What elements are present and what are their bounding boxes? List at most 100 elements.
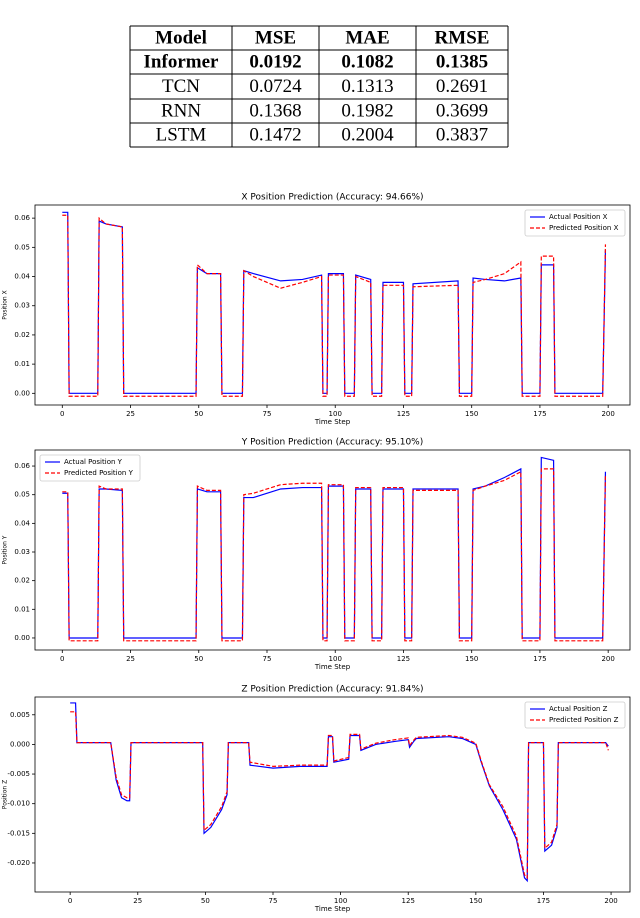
- x-tick-label: 25: [126, 410, 135, 418]
- x-tick-label: 125: [402, 897, 415, 905]
- y-tick-label: 0.04: [14, 519, 30, 527]
- table-cell: 0.1082: [341, 51, 393, 72]
- x-axis-label: Time Step: [314, 418, 351, 426]
- x-tick-label: 150: [465, 410, 478, 418]
- results-table: Model MSE MAE RMSE Informer 0.0192 0.1082 0.138…: [129, 25, 509, 148]
- line-chart: X Position Prediction (Accuracy: 94.66%)…: [2, 193, 631, 426]
- y-tick-label: 0.01: [14, 605, 30, 613]
- x-tick-label: 175: [533, 655, 546, 663]
- y-tick-label: -0.015: [7, 829, 30, 837]
- x-tick-label: 175: [533, 410, 546, 418]
- series-line: [62, 211, 607, 394]
- table-cell: 0.1313: [341, 76, 393, 97]
- y-tick-label: 0.02: [14, 331, 30, 339]
- y-tick-label: 0.005: [10, 711, 30, 719]
- legend-label: Actual Position Y: [64, 458, 123, 466]
- legend-box: [524, 209, 626, 237]
- legend-label: Actual Position X: [549, 213, 608, 221]
- plot-frame: [34, 204, 631, 406]
- table-cell: 0.1368: [249, 100, 301, 121]
- y-tick-label: 0.000: [10, 740, 30, 748]
- y-tick-label: 0.03: [14, 548, 30, 556]
- series-line: [62, 468, 607, 642]
- table-header: Model: [155, 27, 207, 48]
- legend: Actual Position Z Predicted Position Z: [524, 701, 626, 729]
- legend-label: Predicted Position Z: [549, 716, 619, 724]
- x-tick-label: 125: [397, 410, 410, 418]
- x-tick-label: 200: [601, 655, 614, 663]
- x-axis-label: Time Step: [314, 905, 351, 913]
- table-cell: 0.1385: [436, 51, 488, 72]
- x-tick-label: 25: [126, 655, 135, 663]
- legend-box: [39, 454, 141, 482]
- plot-frame: [34, 449, 631, 651]
- x-tick-label: 100: [334, 897, 347, 905]
- table-cell: 0.2691: [436, 76, 488, 97]
- table-cell: Informer: [144, 51, 219, 72]
- x-tick-label: 100: [329, 410, 342, 418]
- y-tick-label: 0.01: [14, 360, 30, 368]
- table-header: RMSE: [435, 27, 490, 48]
- table-header: MSE: [255, 27, 296, 48]
- x-tick-label: 75: [269, 897, 278, 905]
- chart-title: Z Position Prediction (Accuracy: 91.84%): [241, 685, 423, 695]
- chart-title: Y Position Prediction (Accuracy: 95.10%): [241, 438, 424, 448]
- y-tick-label: 0.00: [14, 634, 30, 642]
- table-cell: 0.0192: [249, 51, 301, 72]
- legend-label: Predicted Position X: [549, 224, 619, 232]
- x-tick-label: 150: [465, 655, 478, 663]
- legend-box: [524, 701, 626, 729]
- x-tick-label: 25: [133, 897, 142, 905]
- table-cell: 0.3699: [436, 100, 488, 121]
- x-tick-label: 50: [194, 655, 203, 663]
- x-tick-label: 150: [469, 897, 482, 905]
- table-cell: 0.2004: [341, 124, 394, 145]
- y-tick-label: 0.03: [14, 302, 30, 310]
- y-tick-label: 0.06: [14, 462, 30, 470]
- y-tick-label: 0.05: [14, 491, 30, 499]
- series-line: [70, 711, 609, 880]
- x-tick-label: 75: [263, 410, 272, 418]
- table-cell: 0.1982: [341, 100, 393, 121]
- x-tick-label: 200: [601, 410, 614, 418]
- y-tick-label: -0.020: [7, 859, 30, 867]
- table-cell: 0.0724: [249, 76, 302, 97]
- legend-label: Actual Position Z: [549, 705, 608, 713]
- y-tick-label: 0.04: [14, 273, 30, 281]
- x-tick-label: 75: [263, 655, 272, 663]
- x-tick-label: 50: [194, 410, 203, 418]
- y-tick-label: 0.00: [14, 389, 30, 397]
- series-line: [62, 214, 607, 397]
- table-cell: 0.1472: [249, 124, 301, 145]
- y-tick-label: 0.02: [14, 577, 30, 585]
- plot-frame: [34, 696, 631, 893]
- x-tick-label: 200: [604, 897, 617, 905]
- x-tick-label: 175: [537, 897, 550, 905]
- y-axis-label: Position Z: [2, 780, 9, 809]
- table-cell: 0.3837: [436, 124, 488, 145]
- table-cell: RNN: [161, 100, 201, 121]
- x-tick-label: 50: [201, 897, 210, 905]
- x-tick-label: 100: [329, 655, 342, 663]
- line-chart: Z Position Prediction (Accuracy: 91.84%)…: [2, 685, 631, 913]
- y-tick-label: 0.05: [14, 243, 30, 251]
- legend: Actual Position Y Predicted Position Y: [39, 454, 141, 482]
- table-header: MAE: [345, 27, 389, 48]
- x-tick-label: 125: [397, 655, 410, 663]
- table-cell: LSTM: [156, 124, 207, 145]
- y-tick-label: -0.005: [7, 770, 30, 778]
- x-axis-label: Time Step: [314, 663, 351, 671]
- x-tick-label: 0: [60, 410, 64, 418]
- line-chart: Y Position Prediction (Accuracy: 95.10%)…: [2, 438, 631, 671]
- y-tick-label: -0.010: [7, 800, 30, 808]
- legend: Actual Position X Predicted Position X: [524, 209, 626, 237]
- series-line: [62, 456, 607, 639]
- y-axis-label: Position X: [2, 290, 9, 319]
- legend-label: Predicted Position Y: [64, 469, 134, 477]
- chart-title: X Position Prediction (Accuracy: 94.66%): [241, 193, 423, 203]
- x-tick-label: 0: [68, 897, 72, 905]
- y-axis-label: Position Y: [2, 535, 9, 564]
- y-tick-label: 0.06: [14, 214, 30, 222]
